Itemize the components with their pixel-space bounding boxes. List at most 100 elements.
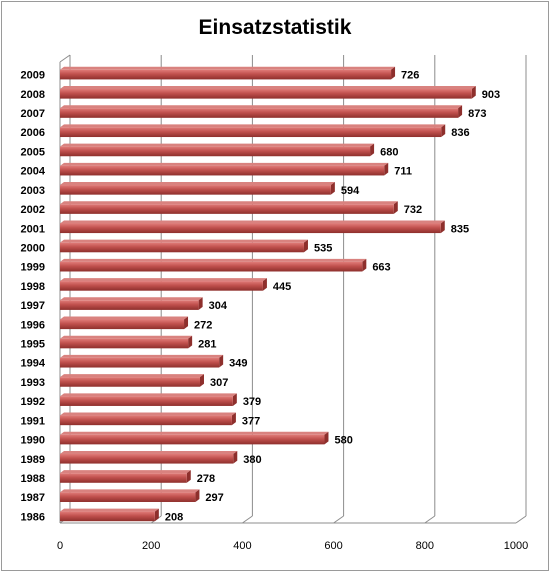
bar-front — [60, 108, 459, 118]
data-label: 732 — [404, 204, 422, 216]
bar — [60, 412, 236, 426]
bar-top — [60, 412, 236, 416]
bar-top — [60, 278, 267, 282]
bar-top — [60, 470, 191, 474]
y-tick-label: 1995 — [21, 339, 45, 351]
bar-end — [391, 66, 396, 80]
bar-top — [60, 182, 335, 186]
left-wall-top — [59, 54, 71, 63]
data-label: 445 — [273, 281, 291, 293]
bar-end — [440, 220, 445, 234]
x-tick-label: 0 — [57, 540, 63, 552]
bar-front — [60, 185, 331, 195]
y-tick-label: 1999 — [21, 262, 45, 274]
data-label: 711 — [394, 166, 412, 178]
bar-end — [441, 124, 446, 138]
bar-top — [60, 508, 159, 512]
bar — [60, 354, 224, 368]
bar-front — [60, 415, 232, 426]
y-tick-label: 2009 — [21, 70, 45, 82]
bars — [60, 66, 476, 522]
bar — [60, 86, 476, 99]
y-tick-label: 2001 — [21, 223, 45, 235]
floor-line — [424, 515, 436, 524]
floor-line — [515, 515, 527, 524]
bar — [60, 258, 367, 272]
bar-front — [60, 434, 325, 445]
bar-end — [186, 470, 191, 483]
bar-top — [60, 143, 375, 147]
bar-end — [262, 278, 267, 291]
bar-top — [60, 316, 189, 320]
y-tick-label: 2004 — [21, 166, 46, 178]
bar-front — [60, 357, 220, 368]
y-tick-label: 1998 — [21, 281, 45, 293]
bar-front — [60, 319, 185, 330]
bar — [60, 105, 463, 118]
bar-top — [60, 354, 224, 358]
bar-top — [60, 124, 446, 128]
bar — [60, 431, 329, 445]
data-label: 297 — [205, 492, 223, 504]
y-tick-label: 2005 — [21, 146, 45, 158]
bar-end — [198, 297, 203, 310]
bar-top — [60, 201, 398, 205]
data-label: 208 — [165, 511, 183, 523]
bar-end — [219, 354, 224, 368]
bar — [60, 374, 204, 387]
bar-front — [60, 69, 392, 80]
data-label: 680 — [380, 146, 398, 158]
bar — [60, 239, 308, 253]
bar-top — [60, 335, 193, 339]
bar-end — [393, 201, 398, 214]
bar-front — [60, 338, 189, 349]
bar-top — [60, 297, 203, 301]
bar-end — [195, 489, 200, 502]
bar — [60, 182, 335, 195]
data-label: 535 — [314, 242, 332, 254]
bar-end — [154, 508, 159, 522]
data-label: 580 — [334, 435, 352, 447]
bar-front — [60, 396, 233, 406]
bar-front — [60, 165, 385, 176]
bar-end — [362, 258, 367, 272]
bar-end — [384, 162, 389, 176]
bar-end — [233, 450, 238, 464]
bar-front — [60, 223, 441, 234]
y-tick-label: 1987 — [21, 492, 45, 504]
bar — [60, 143, 375, 157]
x-tick-label: 400 — [233, 540, 251, 552]
y-tick-label: 2003 — [21, 185, 45, 197]
bar-end — [324, 431, 329, 445]
bar-top — [60, 66, 396, 70]
y-tick-label: 1997 — [21, 300, 45, 312]
x-tick-label: 1000 — [504, 540, 528, 552]
data-label: 304 — [209, 300, 228, 312]
bar-end — [199, 374, 204, 387]
bar-end — [184, 316, 189, 330]
data-label: 307 — [210, 377, 228, 389]
y-tick-label: 1996 — [21, 319, 45, 331]
bar-top — [60, 393, 237, 397]
bar-front — [60, 281, 263, 291]
bar-front — [60, 492, 196, 502]
y-tick-label: 2007 — [21, 108, 45, 120]
y-tick-label: 1993 — [21, 377, 45, 389]
bar-end — [231, 412, 236, 426]
bar-front — [60, 261, 363, 272]
y-tick-label: 1986 — [21, 511, 45, 523]
bar — [60, 278, 267, 291]
bar-top — [60, 450, 238, 454]
data-label: 836 — [451, 127, 469, 139]
data-label: 278 — [197, 473, 215, 485]
bar-end — [330, 182, 335, 195]
bar — [60, 393, 237, 406]
y-tick-label: 1991 — [21, 415, 45, 427]
bar — [60, 470, 191, 483]
data-label: 835 — [451, 223, 469, 235]
bar-end — [188, 335, 193, 349]
bar-front — [60, 473, 187, 483]
bar-front — [60, 204, 394, 214]
bar-end — [303, 239, 308, 253]
y-tick-label: 1990 — [21, 435, 45, 447]
